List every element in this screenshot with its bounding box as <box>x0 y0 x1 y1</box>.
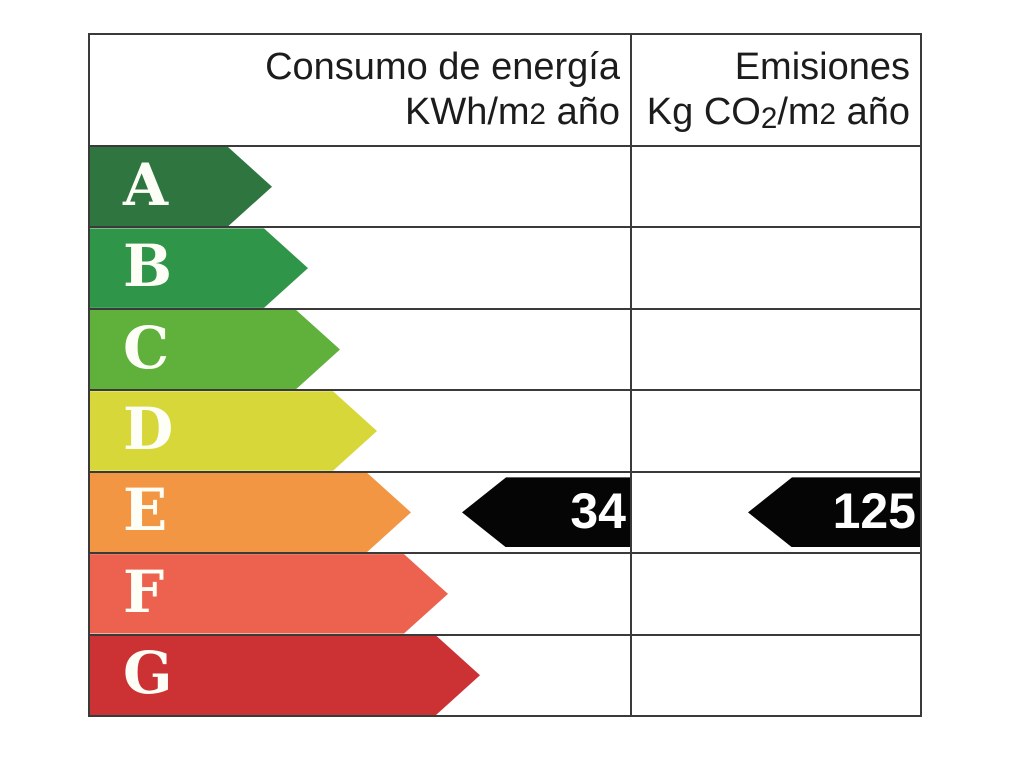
emissions-cell-g <box>630 635 920 715</box>
consumption-value: 34 <box>570 483 626 540</box>
emissions-unit: Kg CO2/m2 año <box>646 91 910 136</box>
rating-bar-f: F <box>90 554 448 633</box>
rating-letter-a: A <box>123 150 169 219</box>
rating-row-a: A <box>90 147 920 227</box>
consumption-cell-g: G <box>90 636 630 715</box>
consumption-cell-b: B <box>90 228 630 307</box>
consumption-unit-exponent: 2 <box>529 98 547 131</box>
consumption-cell-d: D <box>90 391 630 470</box>
emissions-value-arrow: 125 <box>748 477 920 548</box>
emissions-unit-subscript: 2 <box>760 102 778 136</box>
consumption-header-line1: Consumo de energía <box>265 46 620 88</box>
rating-bar-d: D <box>90 391 377 470</box>
emissions-unit-exponent: 2 <box>819 98 837 131</box>
emissions-column-header: Emisiones Kg CO2/m2 año <box>630 35 920 145</box>
rating-letter-b: B <box>123 232 173 301</box>
rating-row-e: E 34 125 <box>90 470 920 553</box>
rating-letter-f: F <box>123 557 165 626</box>
rating-bar-g: G <box>90 636 480 715</box>
consumption-cell-f: F <box>90 554 630 633</box>
emissions-cell-d <box>630 391 920 471</box>
emissions-cell-b <box>630 228 920 308</box>
rating-rows: A B C <box>90 147 920 715</box>
consumption-column-header: Consumo de energía KWh/m2 año <box>90 35 630 145</box>
rating-bar-c: C <box>90 310 340 389</box>
rating-row-b: B <box>90 226 920 308</box>
rating-table: Consumo de energía KWh/m2 año Emisiones … <box>88 33 922 717</box>
rating-bar-a: A <box>90 147 272 226</box>
consumption-cell-a: A <box>90 147 630 226</box>
rating-bar-e: E <box>90 473 411 552</box>
rating-letter-d: D <box>123 394 174 463</box>
consumption-cell-c: C <box>90 310 630 389</box>
rating-row-c: C <box>90 307 920 390</box>
rating-row-f: F <box>90 552 920 634</box>
consumption-cell-e: E 34 <box>90 473 630 552</box>
emissions-cell-c <box>630 309 920 390</box>
emissions-cell-f <box>630 554 920 634</box>
rating-letter-e: E <box>123 476 168 545</box>
emissions-cell-a <box>630 147 920 227</box>
rating-row-d: D <box>90 389 920 471</box>
consumption-value-arrow: 34 <box>462 477 630 548</box>
consumption-unit: KWh/m2 año <box>404 91 620 133</box>
rating-row-g: G <box>90 633 920 715</box>
rating-letter-c: C <box>123 313 170 382</box>
rating-letter-g: G <box>123 639 173 708</box>
emissions-value: 125 <box>832 483 916 540</box>
table-header: Consumo de energía KWh/m2 año Emisiones … <box>90 35 920 147</box>
rating-bar-b: B <box>90 228 308 307</box>
emissions-header-line1: Emisiones <box>734 46 910 88</box>
emissions-cell-e: 125 <box>630 472 920 553</box>
